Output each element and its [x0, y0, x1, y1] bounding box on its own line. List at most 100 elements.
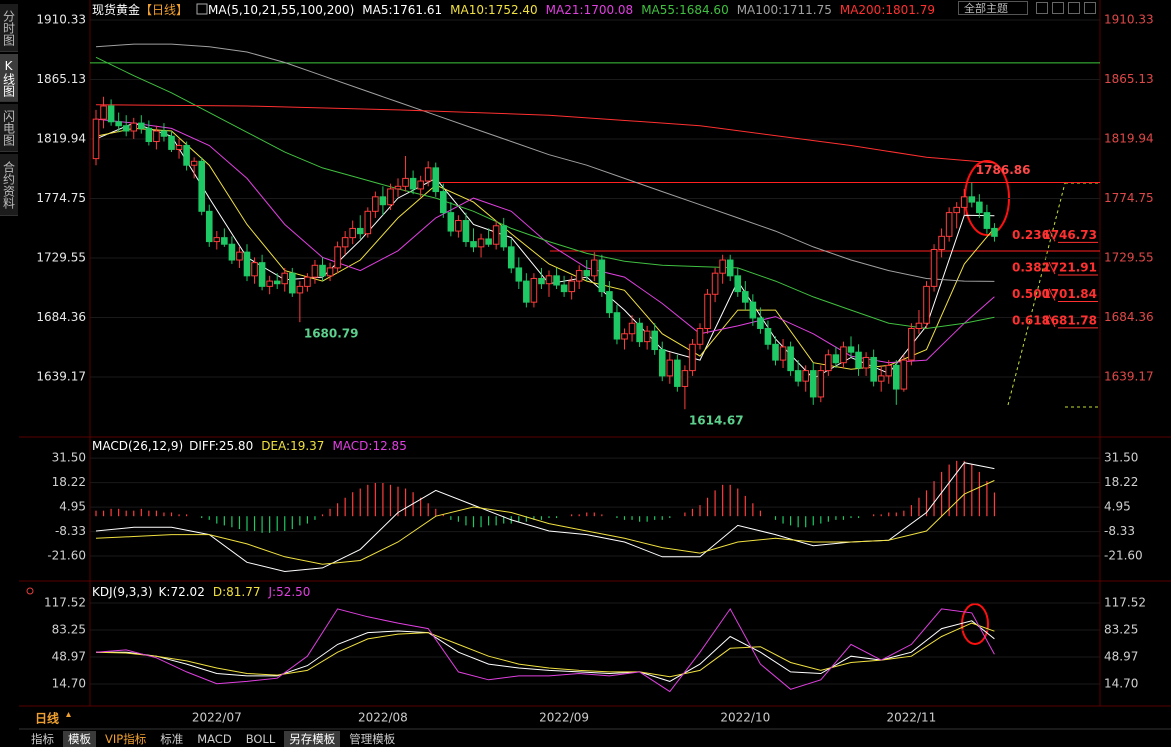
candle-body: [636, 322, 643, 343]
candle-body: [387, 188, 394, 206]
candle-body: [304, 276, 311, 287]
legend-name: MA55: [641, 3, 675, 17]
panel-title: MACD(26,12,9): [92, 439, 183, 453]
tab[interactable]: 另存模板: [284, 731, 341, 747]
legend-sep: :: [484, 3, 488, 17]
panel-period: 【日线】: [140, 3, 188, 17]
legend-name: MA21: [546, 3, 580, 17]
candle-body: [794, 370, 802, 382]
legend-name: MA10: [450, 3, 484, 17]
candle-body: [681, 370, 689, 387]
legend-sep: :: [881, 3, 885, 17]
y-tick-label-right: 18.22: [1104, 475, 1138, 489]
legend-name: D: [213, 585, 222, 599]
candle-body: [379, 196, 387, 206]
toolbar-icon[interactable]: [1036, 2, 1048, 14]
y-tick-label-left: 117.52: [44, 596, 86, 610]
toolbar-icon[interactable]: [1084, 2, 1096, 14]
period-tab[interactable]: 日线: [35, 711, 59, 726]
candle-body: [953, 206, 961, 214]
y-tick-label-left: 1819.94: [36, 131, 86, 145]
y-tick-label-right: 31.50: [1104, 451, 1138, 465]
series-line: [95, 480, 995, 565]
y-tick-label-right: 83.25: [1104, 623, 1138, 637]
sidebar-tab[interactable]: 闪电图: [0, 104, 18, 152]
tab[interactable]: MACD: [197, 732, 232, 746]
candle-body: [545, 275, 553, 285]
candle-body: [991, 227, 998, 237]
candle-body: [885, 364, 893, 377]
candle-body: [568, 280, 575, 293]
fib-price: 1681.78: [1042, 313, 1097, 327]
candle-body: [847, 346, 855, 353]
legend-value: 25.80: [219, 439, 253, 453]
candle-body: [802, 370, 810, 382]
legend-value: 1801.79: [885, 3, 935, 17]
y-tick-label-left: -21.60: [47, 549, 86, 563]
price-annotation: 1786.86: [976, 163, 1031, 177]
candle-body: [334, 246, 341, 269]
candle-body: [138, 122, 145, 129]
candle-body: [825, 354, 832, 372]
fib-separator: [1048, 261, 1056, 275]
y-tick-label-right: 1910.33: [1104, 12, 1154, 26]
legend-sep: :: [580, 3, 584, 17]
y-tick-label-right: 1729.55: [1104, 250, 1154, 264]
y-tick-label-left: 31.50: [52, 451, 86, 465]
candle-body: [183, 144, 190, 166]
panel-header: MACD(26,12,9) DIFF:25.80 DEA:19.37 MACD:12.…: [92, 439, 407, 453]
candle-body: [447, 212, 455, 232]
candle-body: [817, 370, 825, 398]
candle-body: [689, 343, 696, 372]
legend-value: 1711.75: [782, 3, 832, 17]
sidebar-tab[interactable]: 分时图: [0, 4, 18, 52]
y-tick-label-right: 14.70: [1104, 676, 1138, 690]
candle-body: [175, 144, 183, 150]
y-tick-label-left: 4.95: [59, 500, 86, 514]
candle-body: [877, 375, 885, 382]
sidebar-tab[interactable]: 合约资料: [0, 154, 18, 216]
candle-body: [779, 346, 787, 361]
toolbar-icon[interactable]: [1068, 2, 1080, 14]
sidebar-tab[interactable]: K线图: [0, 54, 18, 102]
tab[interactable]: VIP指标: [105, 732, 147, 746]
candle-body: [772, 343, 779, 361]
candle-body: [757, 317, 764, 329]
toolbar-icon[interactable]: [1052, 2, 1064, 14]
x-tick-label: 2022/10: [720, 711, 770, 725]
candle-body: [145, 127, 153, 143]
legend-value: 1684.60: [679, 3, 729, 17]
candle-body: [289, 272, 296, 294]
highlight-circle: [961, 603, 989, 645]
tab[interactable]: 指标: [31, 732, 54, 746]
period-arrow: [66, 712, 71, 717]
candle-body: [976, 201, 983, 214]
legend-name: K: [159, 585, 168, 599]
candle-body: [726, 259, 734, 277]
legend-sep: :: [272, 585, 276, 599]
candle-body: [643, 330, 651, 343]
y-tick-label-right: 1684.36: [1104, 310, 1154, 324]
candle-body: [893, 364, 900, 390]
price-annotation: 1614.67: [689, 414, 744, 428]
candle-body: [523, 280, 530, 303]
candle-body: [296, 285, 304, 294]
tab[interactable]: 模板: [63, 731, 96, 747]
y-tick-label-right: 1865.13: [1104, 72, 1154, 86]
y-tick-label-right: 1774.75: [1104, 191, 1154, 205]
theme-dropdown[interactable]: 全部主题: [958, 1, 1028, 15]
tab[interactable]: 管理模板: [349, 732, 396, 746]
panel-title: 现货黄金: [92, 2, 140, 17]
tab[interactable]: 标准: [160, 732, 184, 746]
legend-sep: :: [222, 585, 226, 599]
legend-value: 81.77: [226, 585, 260, 599]
y-tick-label-left: 18.22: [52, 475, 86, 489]
candle-body: [530, 277, 538, 303]
y-tick-label-left: -8.33: [55, 524, 86, 538]
y-tick-label-right: -21.60: [1104, 549, 1143, 563]
y-tick-label-right: 1639.17: [1104, 369, 1154, 383]
series-line: [95, 43, 995, 282]
candle-body: [492, 225, 500, 245]
tab[interactable]: BOLL: [245, 732, 276, 746]
